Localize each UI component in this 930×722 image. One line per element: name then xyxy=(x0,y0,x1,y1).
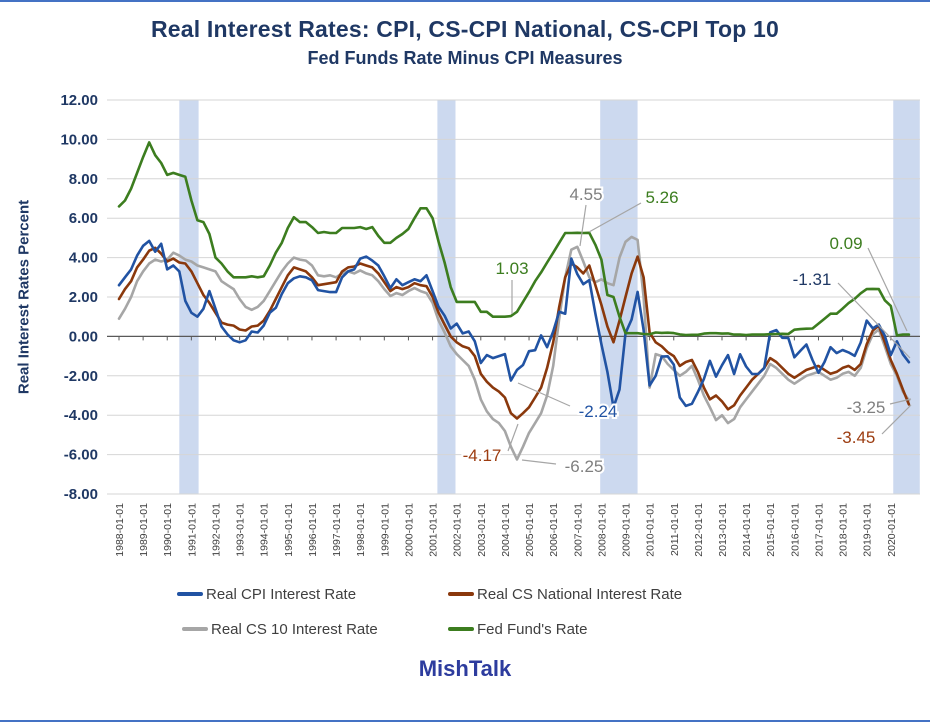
y-tick-label: 8.00 xyxy=(69,171,98,188)
annotation-leader xyxy=(837,282,911,359)
annotation-label: 0.09 xyxy=(829,234,862,253)
brand-footer: MishTalk xyxy=(418,656,512,681)
chart-subtitle: Fed Funds Rate Minus CPI Measures xyxy=(307,48,623,68)
x-tick-label: 1995-01-01 xyxy=(283,503,295,557)
x-tick-label: 2007-01-01 xyxy=(572,503,584,557)
annotation-label: 5.26 xyxy=(645,188,678,207)
bottom-border-rule xyxy=(0,720,930,722)
legend-item-fed-funds: Fed Fund's Rate xyxy=(448,620,587,638)
x-tick-label: 2000-01-01 xyxy=(403,503,415,557)
legend-label: Real CS 10 Interest Rate xyxy=(211,620,378,638)
legend-swatch-real-cs-10-line xyxy=(182,627,208,631)
x-tick-label: 2014-01-01 xyxy=(741,503,753,557)
x-tick-label: 1994-01-01 xyxy=(259,503,271,557)
legend-label: Real CPI Interest Rate xyxy=(206,585,357,603)
x-tick-label: 1990-01-01 xyxy=(162,503,174,557)
y-tick-label: 0.00 xyxy=(69,328,98,345)
y-tick-label: 2.00 xyxy=(69,289,98,306)
annotation-label: -1.31 xyxy=(793,270,832,289)
x-tick-label: 2009-01-01 xyxy=(621,503,633,557)
top-border-rule xyxy=(0,0,930,2)
annotation-leader xyxy=(588,202,642,233)
x-tick-label: 1992-01-01 xyxy=(210,503,222,557)
x-tick-label: 1993-01-01 xyxy=(235,503,247,557)
x-tick-label: 2013-01-01 xyxy=(717,503,729,557)
series-line-3 xyxy=(117,235,911,461)
x-tick-label: 2015-01-01 xyxy=(765,503,777,557)
annotation-leader xyxy=(521,459,557,465)
y-tick-label: 10.00 xyxy=(60,131,98,148)
annotation-label: 1.03 xyxy=(495,259,528,278)
legend-label: Real CS National Interest Rate xyxy=(477,585,683,603)
legend-swatch-fed-funds-line xyxy=(448,627,474,631)
x-tick-label: 2004-01-01 xyxy=(500,503,512,557)
x-tick-label: 2006-01-01 xyxy=(548,503,560,557)
y-tick-label: -6.00 xyxy=(64,447,98,464)
annotation-label: 4.55 xyxy=(569,185,602,204)
x-tick-label: 2002-01-01 xyxy=(452,503,464,557)
legend-swatch-real-cpi-line xyxy=(177,592,203,596)
annotation-label: -6.25 xyxy=(565,457,604,476)
legend-item-real-cpi: Real CPI Interest Rate xyxy=(177,585,356,603)
legend-label: Fed Fund's Rate xyxy=(477,620,588,638)
x-tick-label: 2001-01-01 xyxy=(428,503,440,557)
x-tick-label: 2018-01-01 xyxy=(838,503,850,557)
x-tick-label: 1989-01-01 xyxy=(138,503,150,557)
annotation-label: -2.24 xyxy=(579,402,618,421)
x-tick-label: 2010-01-01 xyxy=(645,503,657,557)
annotation-label: -3.25 xyxy=(847,398,886,417)
x-tick-label: 1998-01-01 xyxy=(355,503,367,557)
y-tick-label: -8.00 xyxy=(64,486,98,503)
y-tick-label: 12.00 xyxy=(60,92,98,109)
legend-swatch-real-cs-national-line xyxy=(448,592,474,596)
y-tick-label: 6.00 xyxy=(69,210,98,227)
series-line-4 xyxy=(117,141,911,337)
x-tick-label: 2008-01-01 xyxy=(596,503,608,557)
annotation-leader xyxy=(579,204,587,247)
legend-item-real-cs-10: Real CS 10 Interest Rate xyxy=(182,620,378,638)
annotation-leader xyxy=(889,398,912,405)
annotation-leader xyxy=(507,423,519,452)
annotation-label: -4.17 xyxy=(463,446,502,465)
annotation-label: -3.45 xyxy=(837,428,876,447)
x-tick-label: 2019-01-01 xyxy=(862,503,874,557)
x-tick-label: 2005-01-01 xyxy=(524,503,536,557)
y-tick-label: -4.00 xyxy=(64,407,98,424)
annotation-leader xyxy=(517,382,571,407)
series-line-1 xyxy=(117,239,911,409)
chart-title: Real Interest Rates: CPI, CS-CPI Nationa… xyxy=(150,16,780,42)
annotation-leader xyxy=(867,247,908,332)
x-tick-label: 1991-01-01 xyxy=(186,503,198,557)
x-tick-label: 2017-01-01 xyxy=(813,503,825,557)
x-tick-label: 2012-01-01 xyxy=(693,503,705,557)
x-tick-label: 2020-01-01 xyxy=(886,503,898,557)
x-tick-label: 2003-01-01 xyxy=(476,503,488,557)
x-tick-label: 1997-01-01 xyxy=(331,503,343,557)
y-tick-label: 4.00 xyxy=(69,250,98,267)
y-tick-label: -2.00 xyxy=(64,368,98,385)
annotation-leader xyxy=(881,404,912,435)
series-line-2 xyxy=(117,246,911,420)
x-tick-label: 1999-01-01 xyxy=(379,503,391,557)
x-tick-label: 2011-01-01 xyxy=(669,503,681,556)
x-tick-label: 1988-01-01 xyxy=(114,503,126,557)
x-tick-label: 1996-01-01 xyxy=(307,503,319,557)
x-tick-label: 2016-01-01 xyxy=(789,503,801,557)
legend-item-real-cs-national: Real CS National Interest Rate xyxy=(448,585,682,603)
